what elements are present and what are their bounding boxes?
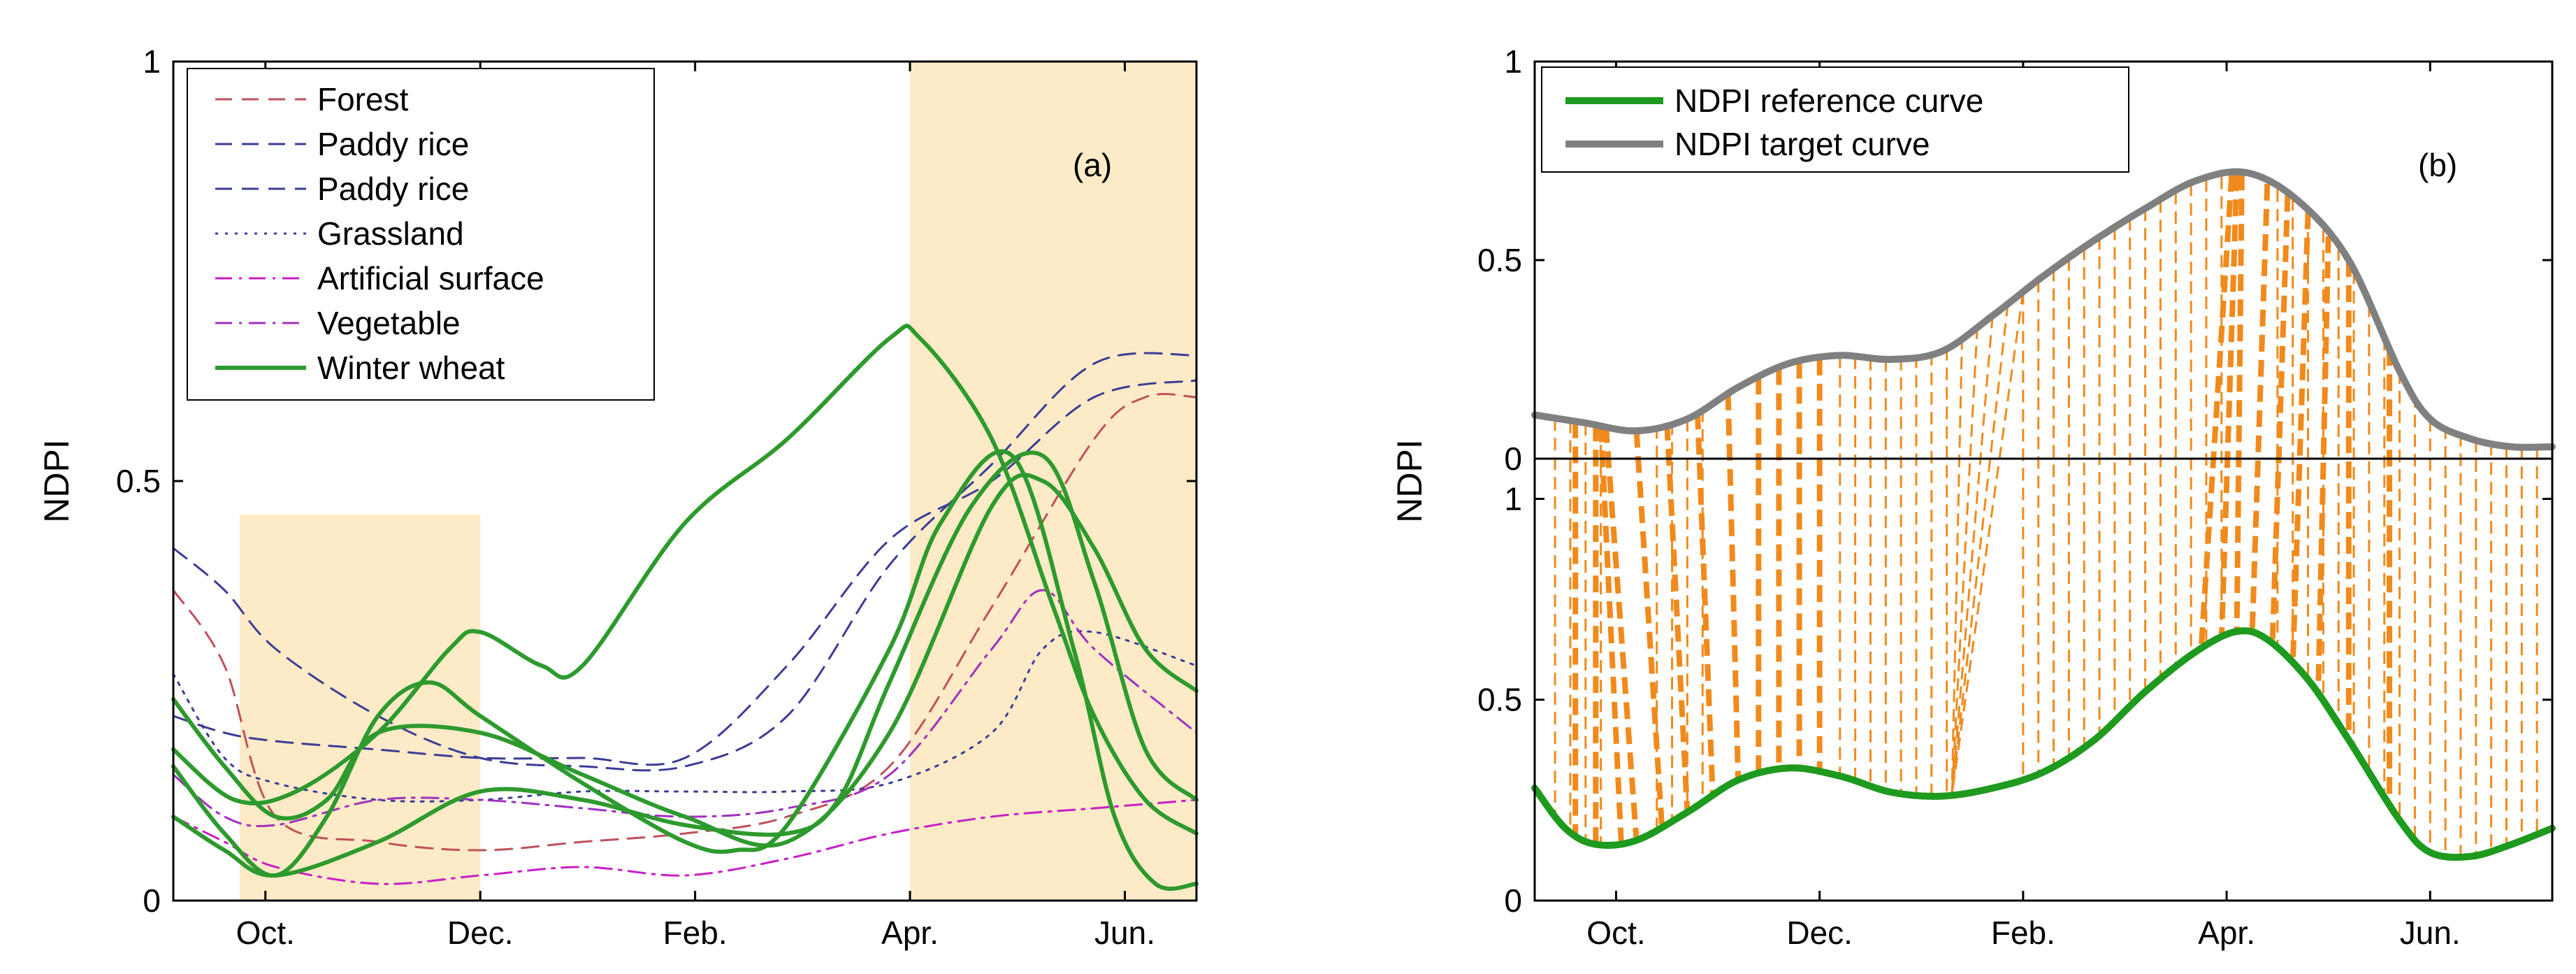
shaded-region	[240, 515, 481, 901]
alignment-link	[1951, 292, 2025, 795]
alignment-link	[1951, 315, 1994, 795]
alignment-link-strong	[2218, 174, 2240, 639]
y-tick-label: 0.5	[116, 463, 161, 499]
legend-label: NDPI target curve	[1674, 126, 1930, 162]
series-line-ndpi-reference-curve	[1531, 627, 2556, 861]
series-line-paddy-rice	[172, 352, 1198, 772]
x-tick-label: Apr.	[2198, 915, 2255, 951]
y-tick-label: 0	[1504, 882, 1522, 919]
y-axis-label: NDPI	[1390, 439, 1429, 522]
alignment-link-strong	[1664, 423, 1691, 812]
x-tick-label: Feb.	[663, 915, 728, 951]
y-tick-label: 1	[143, 43, 161, 80]
legend-label: Winter wheat	[317, 350, 505, 386]
y-tick-label: 1	[1504, 43, 1522, 80]
x-tick-label: Jun.	[2400, 915, 2461, 951]
legend-label: Vegetable	[317, 305, 461, 341]
legend-label: Paddy rice	[317, 126, 469, 162]
alignment-link-strong	[1602, 426, 1640, 841]
alignment-link-strong	[2249, 183, 2271, 636]
y-tick-label: 0.5	[1477, 682, 1522, 718]
legend-label: Paddy rice	[317, 171, 469, 207]
y-tick-label: 1	[1504, 480, 1522, 517]
shaded-region	[910, 62, 1196, 901]
legend: Forest Paddy rice Paddy rice Grassland Artif…	[187, 68, 655, 401]
x-tick-label: Oct.	[1586, 915, 1645, 951]
x-axis-ticks: Oct. Dec. Feb. Apr. Jun.	[1586, 62, 2461, 951]
x-tick-label: Jun.	[1094, 915, 1155, 951]
alignment-links	[1554, 173, 2538, 856]
alignment-link	[1951, 337, 1964, 795]
panel-label: (a)	[1073, 147, 1112, 183]
panel-a: 00.51 Oct. Dec. Feb. Apr. Jun. (a) NDPI Fore…	[37, 43, 1199, 951]
alignment-link	[1951, 303, 2009, 795]
y-tick-label: 0.5	[1477, 242, 1522, 278]
alignment-link-strong	[1694, 412, 1716, 796]
series-lines	[1531, 168, 2556, 861]
legend-label: NDPI reference curve	[1674, 83, 1983, 119]
alignment-link-strong	[2315, 236, 2331, 695]
legend-label: Artificial surface	[317, 260, 544, 296]
legend-box	[1541, 66, 2129, 173]
legend-label: Grassland	[317, 215, 464, 252]
alignment-link-strong	[2289, 212, 2311, 665]
series-line-ndpi-target-curve	[1531, 168, 2556, 451]
alignment-link-strong	[2269, 194, 2291, 645]
panel-label: (b)	[2418, 147, 2457, 183]
legend: NDPI reference curve NDPI target curve	[1541, 66, 2129, 173]
plot-frame	[1533, 60, 2554, 902]
series-line-winter-wheat	[171, 450, 1199, 878]
series-line-winter-wheat	[171, 449, 1199, 891]
series-line-paddy-rice	[172, 379, 1198, 766]
y-axis-ticks: 00.51	[116, 43, 1196, 919]
y-tick-label: 0	[1504, 441, 1522, 477]
y-tick-label: 0	[143, 882, 161, 919]
series-lines	[171, 324, 1199, 891]
alignment-link-strong	[2198, 175, 2235, 650]
legend-label: Forest	[317, 81, 409, 117]
series-line-vegetable	[172, 589, 1198, 827]
x-axis-ticks: Oct. Dec. Feb. Apr. Jun.	[236, 62, 1155, 951]
alignment-link-strong	[2234, 173, 2245, 632]
x-tick-label: Apr.	[881, 915, 939, 951]
alignment-link	[1951, 326, 1978, 795]
x-tick-label: Feb.	[1991, 915, 2055, 951]
x-tick-label: Oct.	[236, 915, 295, 951]
alignment-link-strong	[1598, 425, 1624, 843]
x-tick-label: Dec.	[1786, 915, 1853, 951]
alignment-link-strong	[1725, 393, 1742, 780]
y-axis-label: NDPI	[37, 439, 76, 522]
shaded-regions	[240, 62, 1196, 901]
series-line-grassland	[172, 630, 1198, 803]
alignment-link-strong	[1633, 430, 1665, 826]
x-tick-label: Dec.	[447, 915, 514, 951]
